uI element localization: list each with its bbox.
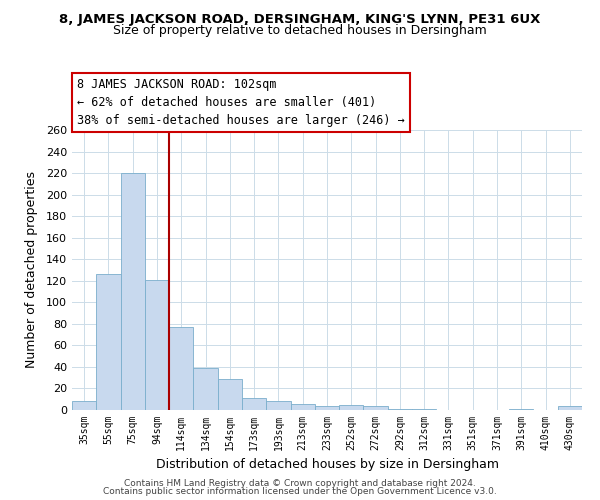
Bar xyxy=(315,406,339,410)
Bar xyxy=(266,402,290,410)
Bar xyxy=(193,368,218,410)
Text: 8, JAMES JACKSON ROAD, DERSINGHAM, KING'S LYNN, PE31 6UX: 8, JAMES JACKSON ROAD, DERSINGHAM, KING'… xyxy=(59,12,541,26)
Bar xyxy=(169,327,193,410)
Bar xyxy=(290,404,315,410)
Bar xyxy=(72,402,96,410)
Bar xyxy=(96,274,121,410)
Bar xyxy=(412,409,436,410)
Text: 8 JAMES JACKSON ROAD: 102sqm
← 62% of detached houses are smaller (401)
38% of s: 8 JAMES JACKSON ROAD: 102sqm ← 62% of de… xyxy=(77,78,405,127)
Text: Contains public sector information licensed under the Open Government Licence v3: Contains public sector information licen… xyxy=(103,487,497,496)
Text: Size of property relative to detached houses in Dersingham: Size of property relative to detached ho… xyxy=(113,24,487,37)
X-axis label: Distribution of detached houses by size in Dersingham: Distribution of detached houses by size … xyxy=(155,458,499,471)
Bar xyxy=(145,280,169,410)
Y-axis label: Number of detached properties: Number of detached properties xyxy=(25,172,38,368)
Bar xyxy=(509,409,533,410)
Bar xyxy=(558,406,582,410)
Bar xyxy=(364,406,388,410)
Bar xyxy=(388,409,412,410)
Bar xyxy=(242,398,266,410)
Bar xyxy=(339,404,364,410)
Bar xyxy=(218,379,242,410)
Text: Contains HM Land Registry data © Crown copyright and database right 2024.: Contains HM Land Registry data © Crown c… xyxy=(124,478,476,488)
Bar xyxy=(121,173,145,410)
